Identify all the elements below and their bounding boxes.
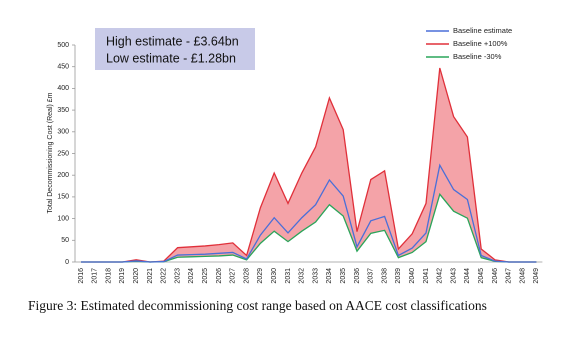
annotation: High estimate - £3.64bn [106,34,239,48]
x-tick-label: 2029 [257,268,264,284]
series-line [81,163,537,263]
legend-label: Baseline +100% [453,39,508,48]
x-tick-label: 2021 [147,268,154,284]
x-tick-label: 2042 [437,268,444,284]
y-tick-label: 250 [57,150,69,157]
x-tick-label: 2028 [243,268,250,284]
range-band [81,68,537,262]
annotation-box [95,28,255,70]
x-tick-label: 2027 [230,268,237,284]
x-tick-label: 2019 [119,268,126,284]
x-tick-label: 2032 [299,268,306,284]
x-tick-label: 2046 [492,268,499,284]
legend-label: Baseline estimate [453,26,512,35]
y-tick-label: 50 [61,237,69,244]
y-tick-label: 350 [57,107,69,114]
y-axis-label: Total Decommissioning Cost (Real) £m [47,92,54,213]
x-tick-label: 2045 [478,268,485,284]
x-tick-label: 2044 [464,268,471,284]
x-tick-label: 2023 [174,268,181,284]
x-tick-label: 2022 [161,268,168,284]
x-tick-label: 2049 [533,268,540,284]
x-tick-label: 2039 [395,268,402,284]
x-tick-label: 2035 [340,268,347,284]
y-tick-label: 300 [57,129,69,136]
y-tick-label: 400 [57,85,69,92]
x-tick-label: 2048 [519,268,526,284]
x-tick-label: 2030 [271,268,278,284]
y-tick-label: 150 [57,194,69,201]
x-tick-label: 2034 [326,268,333,284]
x-tick-label: 2040 [409,268,416,284]
y-tick-label: 450 [57,64,69,71]
x-tick-label: 2020 [133,268,140,284]
x-tick-label: 2025 [202,268,209,284]
x-tick-label: 2033 [312,268,319,284]
x-tick-label: 2037 [368,268,375,284]
y-tick-label: 200 [57,172,69,179]
x-tick-label: 2043 [450,268,457,284]
x-tick-label: 2016 [78,268,85,284]
x-tick-label: 2024 [188,268,195,284]
x-tick-label: 2017 [92,268,99,284]
caption: Figure 3: Estimated decommissioning cost… [28,298,487,313]
x-tick-label: 2018 [105,268,112,284]
x-tick-label: 2036 [354,268,361,284]
x-tick-label: 2038 [381,268,388,284]
y-tick-label: 100 [57,215,69,222]
y-tick-label: 0 [65,259,69,266]
x-tick-label: 2026 [216,268,223,284]
x-tick-label: 2047 [506,268,513,284]
y-tick-label: 500 [57,42,69,49]
x-tick-label: 2041 [423,268,430,284]
legend-label: Baseline -30% [453,52,502,61]
x-tick-label: 2031 [285,268,292,284]
annotation: Low estimate - £1.28bn [106,51,236,65]
